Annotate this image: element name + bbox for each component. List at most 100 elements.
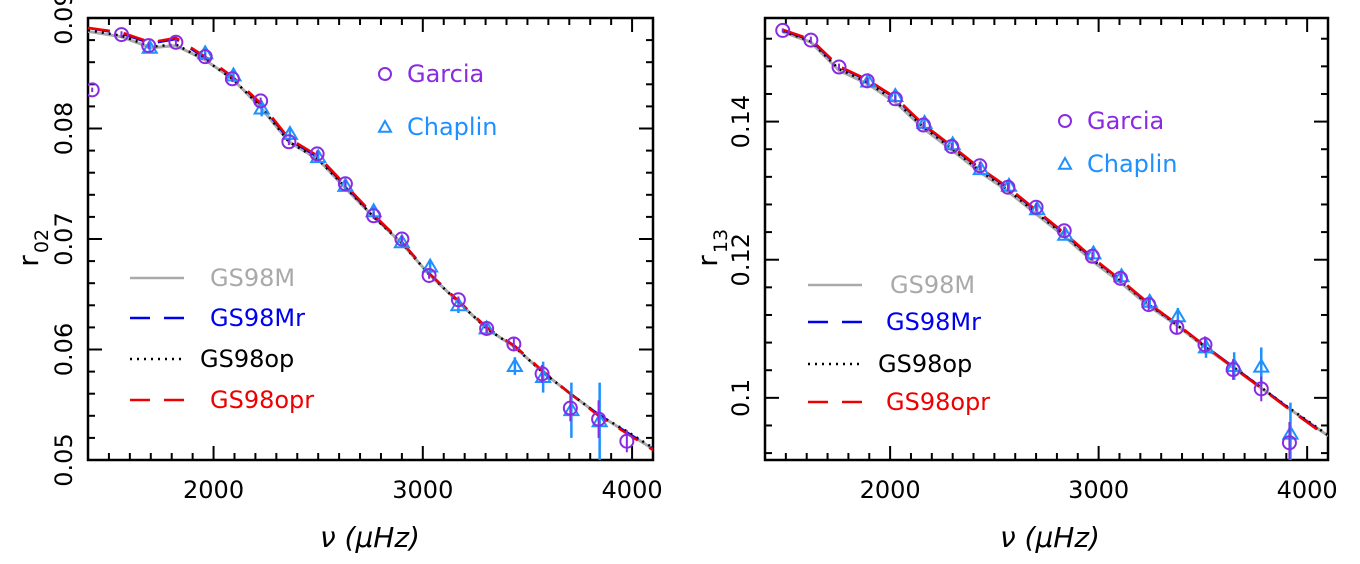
y-tick-label: 0.08 bbox=[50, 102, 78, 155]
garcia-point bbox=[1281, 435, 1297, 451]
y-tick-label: 0.07 bbox=[50, 212, 78, 265]
legend-label-gs98op: GS98op bbox=[878, 350, 972, 378]
plot-area bbox=[88, 26, 653, 460]
y-axis-label: r 02 bbox=[12, 229, 53, 267]
model-line-gs98op bbox=[88, 28, 653, 449]
y-tick-label: 0.1 bbox=[727, 379, 755, 417]
y-tick-label: 0.12 bbox=[727, 233, 755, 286]
garcia-point bbox=[281, 134, 297, 150]
model-line-gs98opr bbox=[782, 28, 1328, 439]
garcia-point bbox=[88, 82, 100, 98]
y-axis-label: r 13 bbox=[691, 229, 732, 267]
x-tick-label: 4000 bbox=[602, 476, 663, 504]
legend-label-gs98m: GS98M bbox=[210, 264, 295, 292]
panel-1: 2000 3000 4000 0.05 0.06 0.07 0.08 0.09 ν (μHz) r… bbox=[12, 0, 663, 554]
legend-garcia-marker bbox=[378, 67, 392, 81]
garcia-point bbox=[831, 59, 847, 75]
panel-2: 2000 3000 4000 0.1 0.12 0.14 ν (μHz) r 13 Garcia C… bbox=[691, 16, 1338, 554]
garcia-point bbox=[775, 22, 791, 38]
legend-label-gs98mr: GS98Mr bbox=[886, 308, 981, 336]
garcia-point bbox=[972, 158, 988, 174]
plot-frame bbox=[763, 16, 1330, 462]
legend-label-gs98op: GS98op bbox=[200, 345, 294, 373]
garcia-point bbox=[803, 32, 819, 48]
legend-chaplin-label: Chaplin bbox=[1087, 150, 1177, 178]
x-tick-label: 2000 bbox=[860, 476, 921, 504]
garcia-point bbox=[224, 71, 240, 87]
legend-garcia-marker bbox=[1058, 114, 1072, 128]
chaplin-point bbox=[281, 125, 299, 140]
garcia-point bbox=[534, 366, 550, 382]
x-tick-label: 4000 bbox=[1277, 476, 1338, 504]
chaplin-point bbox=[1056, 225, 1075, 241]
y-axis-label-sub: 02 bbox=[31, 229, 53, 253]
garcia-point bbox=[944, 138, 960, 154]
chaplin-point bbox=[506, 357, 524, 372]
garcia-point bbox=[450, 292, 466, 308]
garcia-point bbox=[859, 73, 875, 89]
garcia-point bbox=[1028, 199, 1044, 215]
garcia-point bbox=[337, 176, 353, 192]
chaplin-point bbox=[1281, 424, 1300, 440]
y-axis-label-main: r bbox=[12, 255, 45, 267]
legend-points: Garcia Chaplin bbox=[1057, 107, 1177, 178]
model-line-gs98m bbox=[88, 29, 653, 451]
x-tick-label: 3000 bbox=[392, 476, 453, 504]
garcia-point bbox=[1169, 319, 1185, 335]
garcia-point bbox=[168, 34, 184, 50]
legend-label-gs98opr: GS98opr bbox=[886, 388, 990, 416]
legend-lines: GS98M GS98Mr GS98op GS98opr bbox=[808, 271, 990, 416]
chaplin-point bbox=[534, 368, 552, 384]
legend-points: Garcia Chaplin bbox=[377, 60, 497, 141]
chaplin-point bbox=[972, 160, 990, 176]
y-tick-label: 0.09 bbox=[50, 0, 78, 45]
garcia-point bbox=[591, 411, 607, 427]
x-tick-label: 3000 bbox=[1068, 476, 1129, 504]
chaplin-point bbox=[477, 319, 496, 335]
garcia-point bbox=[1197, 337, 1213, 353]
garcia-point bbox=[309, 146, 325, 162]
garcia-point bbox=[394, 231, 410, 247]
legend-label-gs98opr: GS98opr bbox=[210, 386, 314, 414]
chaplin-point bbox=[1252, 357, 1271, 373]
y-tick-label: 0.14 bbox=[727, 95, 755, 148]
y-tick-label: 0.06 bbox=[50, 323, 78, 376]
garcia-point bbox=[1141, 297, 1157, 313]
garcia-point bbox=[1056, 223, 1072, 239]
chaplin-point bbox=[393, 233, 411, 249]
y-axis-label-sub: 13 bbox=[710, 229, 732, 253]
garcia-point bbox=[253, 93, 269, 109]
legend-label-gs98m: GS98M bbox=[890, 271, 975, 299]
legend-garcia-label: Garcia bbox=[1087, 107, 1164, 135]
garcia-point bbox=[619, 433, 635, 449]
legend-lines: GS98M GS98Mr GS98op GS98opr bbox=[130, 264, 314, 414]
garcia-point bbox=[1084, 248, 1100, 264]
garcia-point bbox=[562, 400, 578, 416]
garcia-point bbox=[506, 336, 522, 352]
x-tick-label: 2000 bbox=[183, 476, 244, 504]
garcia-point bbox=[915, 117, 931, 133]
legend-chaplin-label: Chaplin bbox=[407, 113, 497, 141]
garcia-point bbox=[887, 91, 903, 107]
legend-chaplin-marker bbox=[1057, 155, 1073, 170]
garcia-point bbox=[1000, 179, 1016, 195]
chaplin-point bbox=[421, 257, 439, 273]
legend-chaplin-marker bbox=[377, 118, 393, 133]
garcia-point bbox=[197, 49, 213, 65]
garcia-point bbox=[141, 38, 157, 54]
model-line-gs98mr bbox=[88, 26, 653, 451]
plot-frame bbox=[86, 16, 655, 462]
garcia-point bbox=[1253, 381, 1269, 397]
chaplin-point bbox=[309, 148, 327, 164]
y-axis-label-main: r bbox=[691, 255, 724, 267]
garcia-point bbox=[479, 321, 495, 337]
x-axis-label: ν (μHz) bbox=[320, 521, 420, 554]
garcia-point bbox=[366, 208, 382, 224]
model-line-gs98op bbox=[782, 29, 1328, 437]
garcia-point bbox=[421, 267, 437, 283]
garcia-point bbox=[1225, 362, 1241, 378]
y-tick-label: 0.05 bbox=[50, 433, 78, 486]
legend-label-gs98mr: GS98Mr bbox=[210, 304, 305, 332]
legend-garcia-label: Garcia bbox=[407, 60, 484, 88]
